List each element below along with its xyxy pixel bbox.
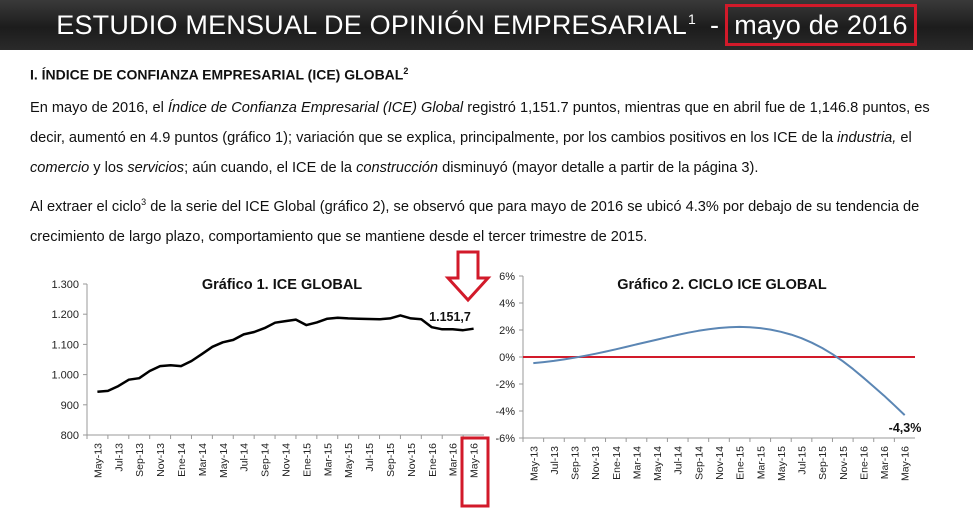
chart2-title: Gráfico 2. CICLO ICE GLOBAL: [617, 277, 827, 293]
chart1-x-tick-label: Sep-14: [260, 443, 272, 477]
chart2-x-tick-label: Sep-13: [570, 446, 582, 480]
chart2-x-tick-label: May-13: [528, 446, 540, 481]
chart2-x-tick-label: Sep-15: [817, 446, 829, 480]
chart1-x-tick-label: Nov-15: [406, 443, 418, 477]
chart2-y-tick-label: 4%: [499, 298, 515, 310]
chart1-y-tick-label: 1.200: [51, 309, 79, 321]
p1-italic-construccion: construcción: [356, 160, 439, 176]
chart1-x-tick-label: Mar-16: [448, 443, 460, 476]
p1-text-1: En mayo de 2016, el: [30, 100, 168, 116]
chart2-y-tick-label: -2%: [495, 379, 515, 391]
p1-text-7: y los: [89, 160, 128, 176]
chart1-title: Gráfico 1. ICE GLOBAL: [202, 277, 362, 293]
chart2-y-tick-label: 2%: [499, 325, 515, 337]
paragraph-2: Al extraer el ciclo3 de la serie del ICE…: [30, 187, 930, 252]
chart1-x-tick-label: Nov-13: [155, 443, 167, 477]
chart2-x-tick-label: Jul-15: [797, 446, 809, 475]
chart2-y-tick-label: 6%: [499, 271, 515, 283]
chart1-x-tick-label: Ene-16: [427, 443, 439, 477]
chart2-x-tick-label: Mar-15: [755, 446, 767, 479]
chart2-x-tick-label: Ene-16: [858, 446, 870, 480]
chart2-x-tick-label: Nov-14: [714, 446, 726, 480]
chart2-annotation: -4,3%: [889, 421, 922, 435]
p2-text-2: de la serie del ICE Global (gráfico 2), …: [30, 198, 920, 245]
p1-text-5: el: [896, 130, 912, 146]
section-title: I. ÍNDICE DE CONFIANZA EMPRESARIAL (ICE)…: [30, 66, 408, 83]
p1-italic-servicios: servicios: [127, 160, 185, 176]
p1-italic-comercio: comercio: [30, 160, 90, 176]
p1-italic-ice: Índice de Confianza Empresarial (ICE) Gl…: [167, 100, 464, 116]
chart1-y-tick-label: 1.000: [51, 370, 79, 382]
chart1-series-line: [97, 314, 474, 394]
chart2-y-tick-label: 0%: [499, 352, 515, 364]
p1-text-11: disminuyó (mayor detalle a partir de la …: [438, 160, 759, 176]
chart1-x-tick-label: May-13: [92, 443, 104, 478]
p2-text-1: Al extraer el ciclo: [30, 198, 142, 215]
chart-ice-global: 1.300 1.200 1.100 1.000 900 800 May-13 Jul-13 Se…: [51, 250, 492, 508]
paragraph-1: En mayo de 2016, el Índice de Confianza …: [30, 93, 930, 183]
chart2-x-tick-label: Ene-15: [735, 446, 747, 480]
chart2-x-tick-label: Jul-13: [549, 446, 561, 475]
chart1-x-tick-label: Sep-15: [385, 443, 397, 477]
chart1-x-tick-label: Ene-15: [301, 443, 313, 477]
chart1-x-tick-label: Sep-13: [134, 443, 146, 477]
chart1-annotation: 1.151,7: [429, 310, 471, 324]
header-period-highlight: mayo de 2016: [725, 4, 917, 46]
chart2-x-tick-label: Mar-14: [631, 446, 643, 479]
chart2-x-tick-label: Nov-13: [590, 446, 602, 480]
chart1-x-tick-label: Jul-15: [364, 443, 376, 472]
pointer-arrow-icon: [444, 250, 492, 303]
header-separator: -: [710, 9, 720, 40]
chart1-y-tick-label: 800: [61, 430, 79, 442]
chart2-x-tick-label: Sep-14: [693, 446, 705, 480]
chart1-y-tick-label: 1.100: [51, 339, 79, 351]
last-month-highlight-box: [460, 436, 490, 508]
chart2-x-tick-label: May-15: [776, 446, 788, 481]
p1-text-9: ; aún cuando, el ICE de la: [184, 160, 357, 176]
p1-italic-industria: industria,: [837, 130, 897, 146]
chart2-x-tick-label: Jul-14: [673, 446, 685, 475]
chart2-x-tick-label: Nov-15: [838, 446, 850, 480]
chart1-x-tick-label: Mar-14: [197, 443, 209, 476]
chart1-x-tick-label: Ene-14: [176, 443, 188, 477]
header-banner: ESTUDIO MENSUAL DE OPINIÓN EMPRESARIAL 1 …: [0, 0, 973, 50]
chart1-x-tick-label: May-16: [469, 443, 481, 478]
chart-ciclo-ice-global: 6% 4% 2% 0% -2% -4% -6% May-13 Jul-13 Sep-13 Nov-1…: [495, 271, 921, 481]
p2-footnote: 3: [141, 197, 147, 207]
chart2-y-tick-label: -4%: [495, 406, 515, 418]
section-title-text: I. ÍNDICE DE CONFIANZA EMPRESARIAL (ICE)…: [30, 66, 404, 83]
chart1-y-tick-label: 1.300: [51, 279, 79, 291]
chart1-x-tick-label: May-14: [218, 443, 230, 478]
chart1-x-tick-label: Jul-14: [239, 443, 251, 472]
chart1-x-tick-label: Nov-14: [281, 443, 293, 477]
chart2-x-tick-label: May-16: [900, 446, 912, 481]
chart2-x-tick-label: Mar-16: [879, 446, 891, 479]
chart2-y-tick-label: -6%: [495, 433, 515, 445]
chart1-x-tick-label: May-15: [343, 443, 355, 478]
header-title: ESTUDIO MENSUAL DE OPINIÓN EMPRESARIAL: [56, 9, 687, 40]
header-footnote: 1: [688, 11, 696, 27]
section-footnote: 2: [403, 66, 409, 76]
chart1-x-tick-label: Mar-15: [322, 443, 334, 476]
chart2-series-line: [533, 325, 906, 416]
chart1-y-tick-label: 900: [61, 400, 79, 412]
chart1-x-tick-label: Jul-13: [113, 443, 125, 472]
chart2-x-tick-label: Ene-14: [611, 446, 623, 480]
p1-text-3: registró 1,151.7 puntos, mientras que en…: [30, 100, 930, 146]
chart2-x-tick-label: May-14: [652, 446, 664, 481]
